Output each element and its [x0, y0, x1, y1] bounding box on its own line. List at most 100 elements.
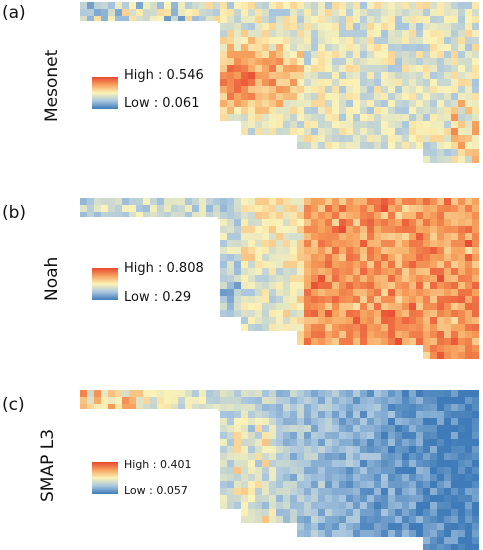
- map-cell: [472, 537, 479, 544]
- map-cell: [332, 390, 339, 397]
- map-cell: [353, 523, 360, 530]
- map-cell: [451, 425, 458, 432]
- map-cell: [374, 390, 381, 397]
- map-cell: [423, 240, 430, 247]
- map-cell: [360, 411, 367, 418]
- map-cell: [472, 418, 479, 425]
- map-cell: [318, 254, 325, 261]
- map-cell: [332, 93, 339, 100]
- map-cell: [367, 135, 374, 142]
- map-cell: [311, 79, 318, 86]
- map-cell: [346, 219, 353, 226]
- map-cell: [451, 107, 458, 114]
- map-cell: [122, 16, 129, 23]
- map-cell: [304, 121, 311, 128]
- map-cell: [458, 317, 465, 324]
- map-cell: [290, 446, 297, 453]
- map-cell: [269, 268, 276, 275]
- map-cell: [276, 474, 283, 481]
- map-cell: [423, 65, 430, 72]
- map-cell: [325, 310, 332, 317]
- map-cell: [353, 51, 360, 58]
- map-cell: [472, 9, 479, 16]
- map-cell: [395, 135, 402, 142]
- map-cell: [346, 460, 353, 467]
- map-cell: [402, 338, 409, 345]
- map-cell: [353, 219, 360, 226]
- map-cell: [241, 404, 248, 411]
- map-cell: [255, 212, 262, 219]
- map-cell: [318, 51, 325, 58]
- map-cell: [290, 240, 297, 247]
- map-cell: [283, 205, 290, 212]
- map-cell: [220, 488, 227, 495]
- map-cell: [451, 268, 458, 275]
- map-cell: [339, 474, 346, 481]
- map-cell: [332, 296, 339, 303]
- map-cell: [346, 128, 353, 135]
- map-cell: [311, 502, 318, 509]
- map-cell: [129, 397, 136, 404]
- map-cell: [297, 495, 304, 502]
- map-cell: [402, 72, 409, 79]
- map-cell: [381, 86, 388, 93]
- map-cell: [395, 289, 402, 296]
- map-cell: [122, 212, 129, 219]
- map-cell: [227, 474, 234, 481]
- map-cell: [227, 467, 234, 474]
- map-cell: [241, 219, 248, 226]
- map-cell: [353, 303, 360, 310]
- map-cell: [290, 219, 297, 226]
- map-cell: [465, 233, 472, 240]
- map-cell: [276, 247, 283, 254]
- map-cell: [367, 523, 374, 530]
- map-cell: [318, 296, 325, 303]
- map-cell: [465, 51, 472, 58]
- map-cell: [367, 317, 374, 324]
- map-cell: [458, 404, 465, 411]
- map-cell: [283, 453, 290, 460]
- map-cell: [353, 418, 360, 425]
- map-cell: [416, 324, 423, 331]
- map-cell: [304, 23, 311, 30]
- map-cell: [339, 411, 346, 418]
- map-cell: [367, 275, 374, 282]
- map-cell: [276, 289, 283, 296]
- map-cell: [255, 65, 262, 72]
- map-cell: [332, 425, 339, 432]
- map-cell: [402, 488, 409, 495]
- map-cell: [311, 324, 318, 331]
- map-cell: [360, 502, 367, 509]
- map-cell: [444, 93, 451, 100]
- map-cell: [220, 303, 227, 310]
- map-cell: [255, 128, 262, 135]
- map-cell: [402, 432, 409, 439]
- map-cell: [374, 509, 381, 516]
- map-cell: [402, 121, 409, 128]
- map-cell: [325, 219, 332, 226]
- map-cell: [437, 345, 444, 352]
- map-cell: [290, 418, 297, 425]
- map-cell: [472, 530, 479, 537]
- map-cell: [409, 240, 416, 247]
- map-cell: [472, 72, 479, 79]
- map-cell: [402, 502, 409, 509]
- map-cell: [311, 2, 318, 9]
- map-cell: [360, 240, 367, 247]
- map-cell: [430, 128, 437, 135]
- map-cell: [346, 495, 353, 502]
- map-cell: [283, 107, 290, 114]
- map-cell: [416, 474, 423, 481]
- map-cell: [185, 212, 192, 219]
- map-cell: [304, 44, 311, 51]
- map-cell: [297, 397, 304, 404]
- map-cell: [360, 107, 367, 114]
- map-cell: [346, 303, 353, 310]
- map-cell: [171, 198, 178, 205]
- map-cell: [269, 432, 276, 439]
- map-cell: [458, 254, 465, 261]
- map-cell: [437, 467, 444, 474]
- map-cell: [304, 495, 311, 502]
- map-cell: [430, 149, 437, 156]
- map-cell: [465, 537, 472, 544]
